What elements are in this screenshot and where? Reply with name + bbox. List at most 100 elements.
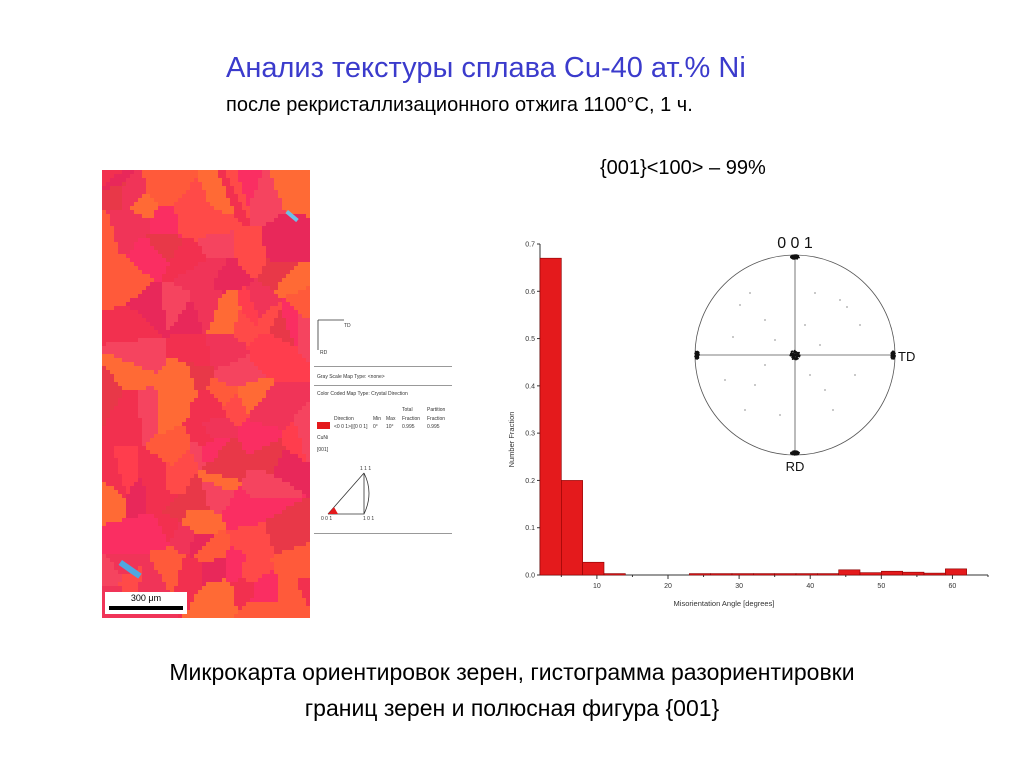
row-max: 10° — [386, 424, 394, 430]
col-min-header: Min — [373, 416, 382, 422]
grain-map-canvas — [102, 170, 310, 618]
col-total-header: Total — [402, 407, 413, 413]
legend-divider — [314, 533, 452, 534]
y-tick-label: 0.3 — [525, 431, 535, 438]
x-axis-label: Misorientation Angle [degrees] — [674, 599, 775, 608]
histogram-bar — [539, 257, 562, 576]
y-tick-label: 0.2 — [525, 478, 535, 485]
pole-point — [814, 292, 816, 294]
col-partition-header-2: Fraction — [427, 416, 446, 422]
pole-point — [846, 306, 848, 308]
legend-divider — [314, 366, 452, 367]
caption-line-1: Микрокарта ориентировок зерен, гистограм… — [169, 659, 855, 685]
histogram-bar — [859, 572, 882, 576]
x-tick-label: 60 — [949, 583, 957, 590]
histogram-bar — [795, 573, 818, 576]
row-min: 0° — [373, 424, 378, 430]
histogram-bar — [945, 568, 967, 576]
col-partition-header: Partition — [427, 407, 446, 413]
scale-bar-label: 300 μm — [130, 593, 162, 603]
slide-caption: Микрокарта ориентировок зерен, гистограм… — [40, 654, 984, 726]
phase-label: CuNi — [317, 435, 329, 441]
y-tick-label: 0.1 — [525, 525, 535, 532]
col-direction-header: Direction — [334, 416, 354, 422]
x-tick-label: 20 — [664, 583, 672, 590]
pole-cluster — [694, 350, 700, 360]
pole-figure-td-label: TD — [898, 349, 915, 364]
twin-grain — [285, 210, 299, 223]
legend-divider — [314, 385, 452, 386]
pole-point — [832, 409, 834, 411]
x-tick-label: 50 — [877, 583, 885, 590]
pole-point — [804, 324, 806, 326]
histogram-bar — [902, 571, 925, 576]
y-tick-label: 0.6 — [525, 289, 535, 296]
row-partition: 0.995 — [427, 424, 440, 430]
histogram-bar — [603, 573, 626, 576]
triangle-111-label: 1 1 1 — [360, 466, 372, 472]
col-max-header: Max — [386, 416, 396, 422]
x-tick-label: 30 — [735, 583, 743, 590]
axis-rd-label: RD — [320, 350, 328, 356]
twin-grain — [118, 560, 142, 579]
pole-cluster — [890, 350, 896, 360]
histogram-bar — [881, 570, 903, 576]
row-direction: <0 0 1>||[0 0 1] — [334, 424, 368, 430]
y-tick-label: 0.4 — [525, 383, 535, 390]
row-total: 0.995 — [402, 424, 415, 430]
pole-point — [744, 409, 746, 411]
pole-point — [809, 374, 811, 376]
color-coded-label: Color Coded Map Type: Crystal Direction — [317, 391, 408, 397]
pole-figure-rd-label: RD — [786, 459, 805, 474]
scale-bar: 300 μm — [105, 592, 187, 614]
ipf-triangle — [327, 472, 370, 515]
pole-point — [854, 374, 856, 376]
pole-point — [724, 379, 726, 381]
pole-point — [824, 389, 826, 391]
pole-point — [754, 384, 756, 386]
pole-point — [764, 364, 766, 366]
histogram-bar — [817, 573, 839, 576]
x-tick-label: 40 — [806, 583, 814, 590]
histogram-bar — [689, 573, 711, 576]
pole-point — [859, 324, 861, 326]
y-tick-label: 0.0 — [525, 573, 535, 580]
pole-point — [819, 344, 821, 346]
pole-point — [764, 319, 766, 321]
histogram-bar — [838, 569, 861, 576]
pole-point — [779, 414, 781, 416]
axis-td-label: TD — [344, 323, 351, 329]
histogram-bar — [923, 572, 946, 576]
pole-cluster — [789, 349, 801, 361]
texture-component-label: {001}<100> – 99% — [600, 157, 766, 179]
axis-indicator — [317, 319, 344, 350]
pole-point — [732, 336, 734, 338]
histogram-bar — [561, 480, 583, 576]
legend-color-swatch — [317, 422, 330, 429]
y-tick-label: 0.7 — [525, 242, 535, 249]
pole-point — [749, 292, 751, 294]
pole-point — [739, 304, 741, 306]
map-legend: TD RD Gray Scale Map Type: <none> Color … — [314, 316, 454, 538]
misorientation-histogram: 0.0 0.1 0.2 0.3 0.4 0.5 0.6 0.7 10 20 30 40 50 60 Miso… — [507, 242, 989, 608]
pole-figure-title: 0 0 1 — [777, 235, 813, 252]
slide-subtitle: после рекристаллизационного отжига 1100°… — [226, 94, 693, 116]
grain-cells — [102, 170, 310, 618]
slide-title: Анализ текстуры сплава Cu-40 ат.% Ni — [226, 52, 746, 84]
pole-point — [839, 299, 841, 301]
caption-line-2: границ зерен и полюсная фигура {001} — [304, 695, 720, 721]
pole-cluster — [789, 254, 800, 260]
y-tick-label: 0.5 — [525, 336, 535, 343]
pole-point — [774, 339, 776, 341]
histogram-bar — [710, 573, 733, 576]
triangle-101-label: 1 0 1 — [363, 516, 375, 522]
plane-label: [001] — [317, 447, 329, 453]
y-axis-label: Number Fraction — [507, 412, 516, 468]
col-total-header-2: Fraction — [402, 416, 421, 422]
scale-bar-line — [109, 606, 183, 610]
ebsd-orientation-map: 300 μm — [102, 170, 310, 618]
pole-figure-001: 0 0 1 TD RD — [694, 235, 915, 474]
histogram-bar — [731, 573, 754, 576]
gray-scale-label: Gray Scale Map Type: <none> — [317, 374, 385, 380]
histogram-bar — [582, 561, 605, 576]
